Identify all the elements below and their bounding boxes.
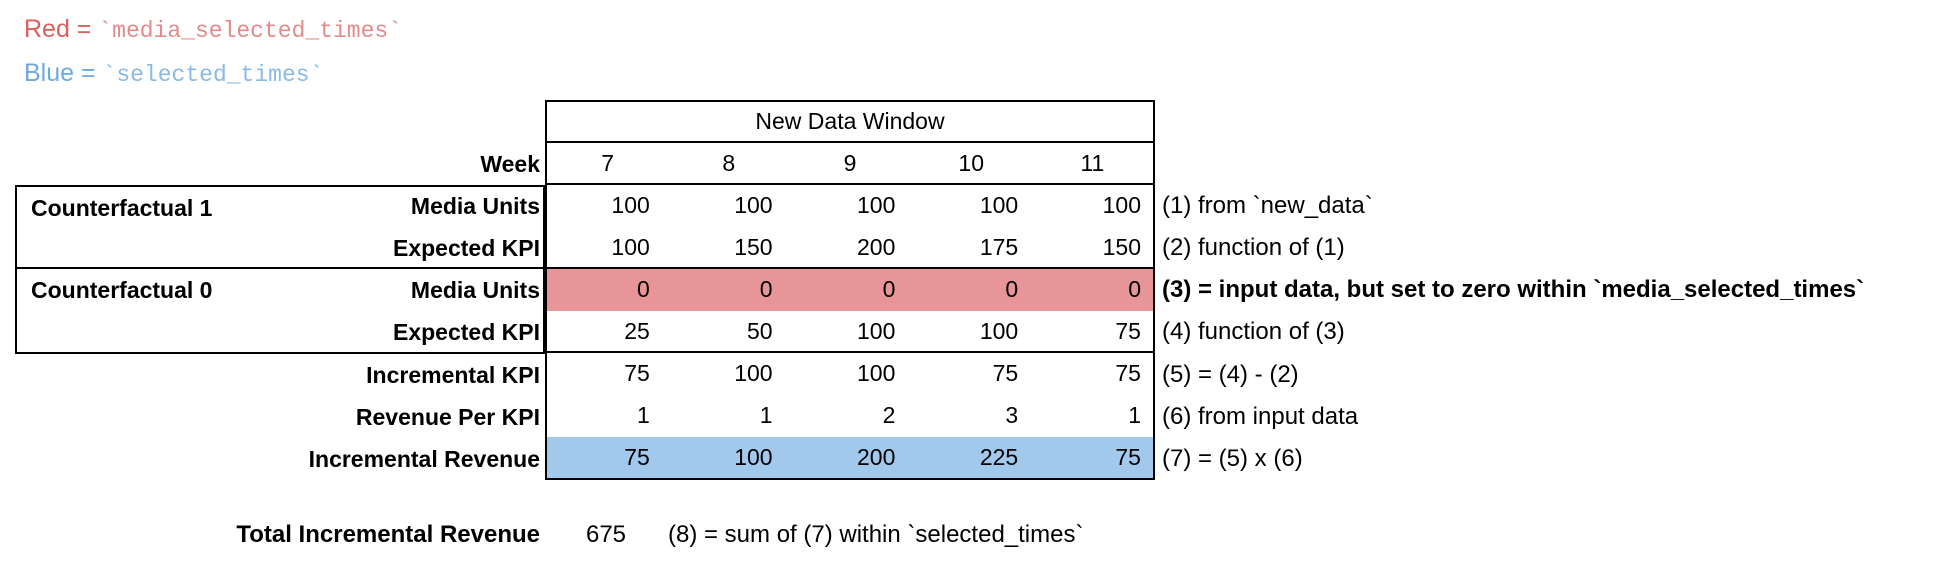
total-incremental-revenue-label: Total Incremental Revenue	[236, 521, 540, 548]
table-cell: 75	[992, 360, 1019, 386]
row-label-media-units-cf1: Media Units	[410, 193, 540, 219]
row-media-units-cf0-red: 0 0 0 0 0	[547, 269, 1153, 311]
counterfactual-0-label: Counterfactual 0	[31, 277, 213, 303]
table-cell: 100	[979, 192, 1019, 218]
annotation-1: (1) from `new_data`	[1162, 192, 1373, 219]
total-incremental-revenue-value: 675	[585, 521, 627, 548]
row-label-expected-kpi-cf1: Expected KPI	[393, 235, 540, 261]
week-cell: 7	[601, 150, 614, 176]
row-label-incremental-kpi: Incremental KPI	[366, 362, 540, 388]
table-cell: 0	[1128, 276, 1141, 302]
table-cell: 0	[637, 276, 650, 302]
row-label-incremental-revenue: Incremental Revenue	[308, 446, 540, 472]
table-cell: 200	[857, 444, 896, 470]
row-label-media-units-cf0: Media Units	[410, 277, 540, 303]
table-cell: 100	[611, 234, 650, 260]
table-header-new-data-window: New Data Window	[547, 102, 1153, 143]
table-cell: 100	[734, 444, 773, 470]
annotation-4: (4) function of (3)	[1162, 318, 1345, 345]
annotation-8: (8) = sum of (7) within `selected_times`	[668, 521, 1084, 548]
legend: Red = `media_selected_times` Blue = `sel…	[24, 14, 402, 102]
table-cell: 25	[624, 318, 650, 344]
legend-blue-line: Blue = `selected_times`	[24, 58, 402, 90]
row-label-expected-kpi-cf0: Expected KPI	[393, 319, 540, 345]
table-cell: 100	[734, 192, 773, 218]
table-cell: 3	[1005, 402, 1019, 428]
row-media-units-cf1: 100 100 100 100 100	[547, 185, 1153, 227]
row-revenue-per-kpi: 1 1 2 3 1	[547, 395, 1153, 437]
legend-red-line: Red = `media_selected_times`	[24, 14, 402, 46]
annotation-5: (5) = (4) - (2)	[1162, 361, 1299, 388]
table-cell: 100	[857, 360, 896, 386]
table-cell: 0	[759, 276, 773, 302]
table-cell: 75	[1115, 318, 1141, 344]
table-cell: 200	[857, 234, 896, 260]
annotation-6: (6) from input data	[1162, 403, 1359, 430]
table-cell: 150	[1102, 234, 1141, 260]
table-cell: 75	[624, 360, 650, 386]
table-cell: 100	[857, 318, 896, 344]
week-cell: 9	[843, 150, 857, 176]
annotation-3: (3) = input data, but set to zero within…	[1162, 276, 1865, 303]
table-cell: 100	[611, 192, 650, 218]
row-expected-kpi-cf0: 25 50 100 100 75	[547, 311, 1153, 353]
week-cell: 11	[1080, 150, 1105, 176]
week-row-label: Week	[480, 151, 540, 177]
table-cell: 100	[734, 360, 773, 386]
table-cell: 1	[759, 402, 773, 428]
annotation-2: (2) function of (1)	[1162, 234, 1345, 261]
table-cell: 0	[882, 276, 896, 302]
legend-blue-label: Blue =	[24, 59, 103, 87]
table-cell: 50	[747, 318, 773, 344]
row-incremental-kpi: 75 100 100 75 75	[547, 353, 1153, 395]
table-cell: 1	[1128, 402, 1141, 428]
row-expected-kpi-cf1: 100 150 200 175 150	[547, 227, 1153, 269]
legend-red-label: Red =	[24, 15, 99, 43]
counterfactual-0-box: Counterfactual 0	[15, 269, 545, 354]
week-header-row: 7 8 9 10 11	[547, 143, 1153, 185]
legend-red-code: `media_selected_times`	[98, 18, 403, 44]
counterfactual-1-box: Counterfactual 1	[15, 185, 545, 269]
table-cell: 75	[1115, 444, 1141, 470]
week-cell: 10	[958, 150, 984, 176]
table-cell: 100	[1102, 192, 1141, 218]
table-cell: 225	[979, 444, 1019, 470]
table-cell: 100	[857, 192, 896, 218]
legend-blue-code: `selected_times`	[102, 62, 324, 88]
table-cell: 100	[979, 318, 1019, 344]
table-cell: 150	[734, 234, 773, 260]
week-cell: 8	[722, 150, 736, 176]
table-cell: 175	[979, 234, 1019, 260]
table-cell: 75	[1115, 360, 1141, 386]
annotation-7: (7) = (5) x (6)	[1162, 445, 1303, 472]
table-cell: 2	[882, 402, 896, 428]
row-label-revenue-per-kpi: Revenue Per KPI	[355, 404, 540, 430]
table-cell: 1	[637, 402, 650, 428]
data-table: New Data Window 7 8 9 10 11 100 100 100 …	[545, 100, 1155, 480]
row-incremental-revenue-blue: 75 100 200 225 75	[547, 437, 1153, 478]
table-cell: 0	[1005, 276, 1019, 302]
counterfactual-1-label: Counterfactual 1	[31, 195, 213, 221]
table-cell: 75	[624, 444, 650, 470]
